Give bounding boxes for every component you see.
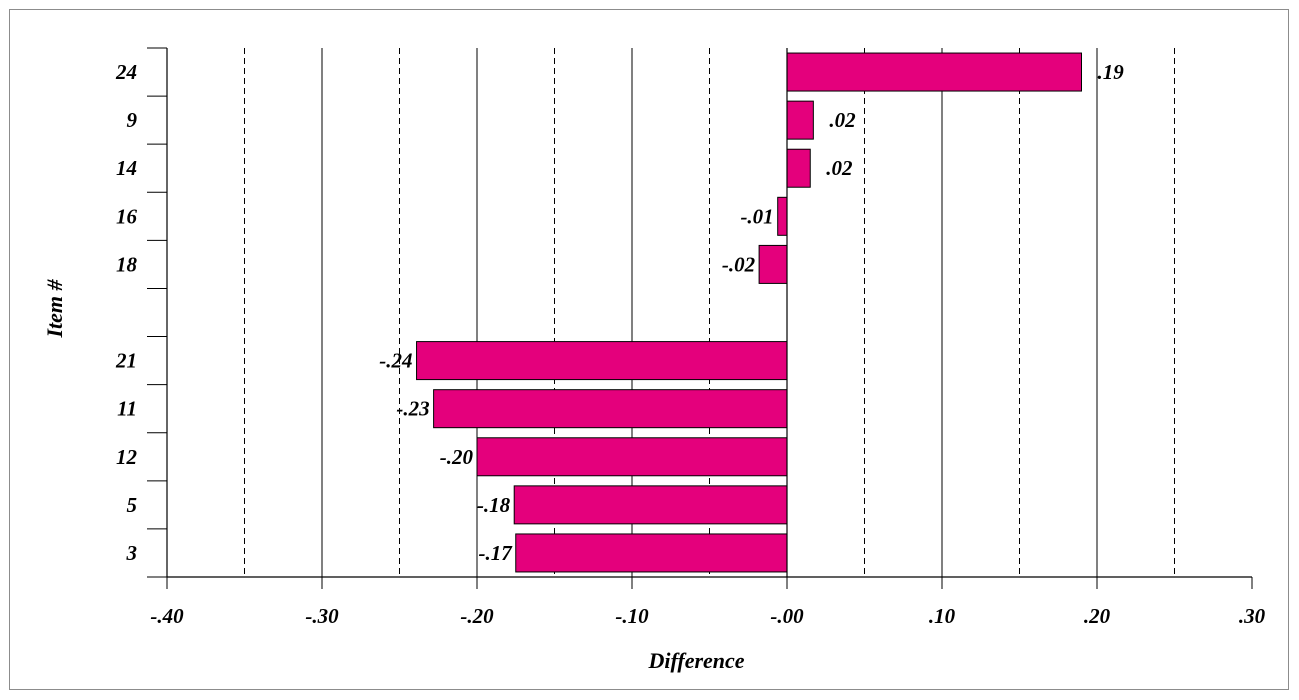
- y-tick-label: 3: [126, 541, 138, 565]
- y-tick-label: 9: [127, 108, 138, 132]
- x-tick-label: .30: [1239, 604, 1266, 628]
- data-label-14: .02: [826, 156, 853, 180]
- y-axis-title: Item #: [42, 278, 67, 338]
- y-tick-label: 24: [115, 60, 137, 84]
- x-tick-label: -.10: [615, 604, 649, 628]
- data-label-12: -.20: [440, 445, 474, 469]
- y-tick-label: 12: [116, 445, 138, 469]
- y-tick-label: 18: [116, 252, 138, 276]
- bar-item-16: [777, 196, 788, 236]
- bar-item-11: [433, 389, 788, 429]
- bar-item-3: [515, 533, 788, 573]
- bar-item-12: [476, 437, 788, 477]
- y-tick-label: 14: [116, 156, 137, 180]
- y-tick-label: 5: [127, 493, 138, 517]
- data-label-9: .02: [829, 108, 856, 132]
- x-tick-label: -.30: [305, 604, 339, 628]
- x-tick-label: .20: [1084, 604, 1111, 628]
- bar-item-24: [786, 52, 1082, 92]
- y-tick-label: 21: [115, 349, 137, 373]
- x-tick-label: -.20: [460, 604, 494, 628]
- bar-item-21: [416, 341, 788, 381]
- x-axis-title: Difference: [647, 648, 744, 673]
- data-label-5: -.18: [477, 493, 511, 517]
- data-label-11: -.23: [396, 397, 429, 421]
- data-label-24: .19: [1098, 60, 1125, 84]
- bar-item-14: [786, 148, 811, 188]
- axes: [147, 47, 1253, 589]
- data-label-21: -.24: [379, 349, 412, 373]
- data-label-16: -.01: [740, 204, 773, 228]
- x-tick-label: -.40: [150, 604, 184, 628]
- gridlines: [244, 48, 1175, 577]
- x-tick-label: -.00: [770, 604, 804, 628]
- bar-item-9: [786, 100, 814, 140]
- x-tick-label: .10: [929, 604, 956, 628]
- data-label-3: -.17: [479, 541, 514, 565]
- y-tick-label: 11: [117, 397, 137, 421]
- bar-item-5: [513, 485, 788, 525]
- bar-item-18: [758, 244, 788, 284]
- y-tick-label: 16: [116, 204, 138, 228]
- labels: .19.02.02-.01-.02-.24-.23-.20-.18-.17-.4…: [42, 60, 1266, 673]
- data-label-18: -.02: [722, 252, 756, 276]
- bars: [416, 52, 1082, 573]
